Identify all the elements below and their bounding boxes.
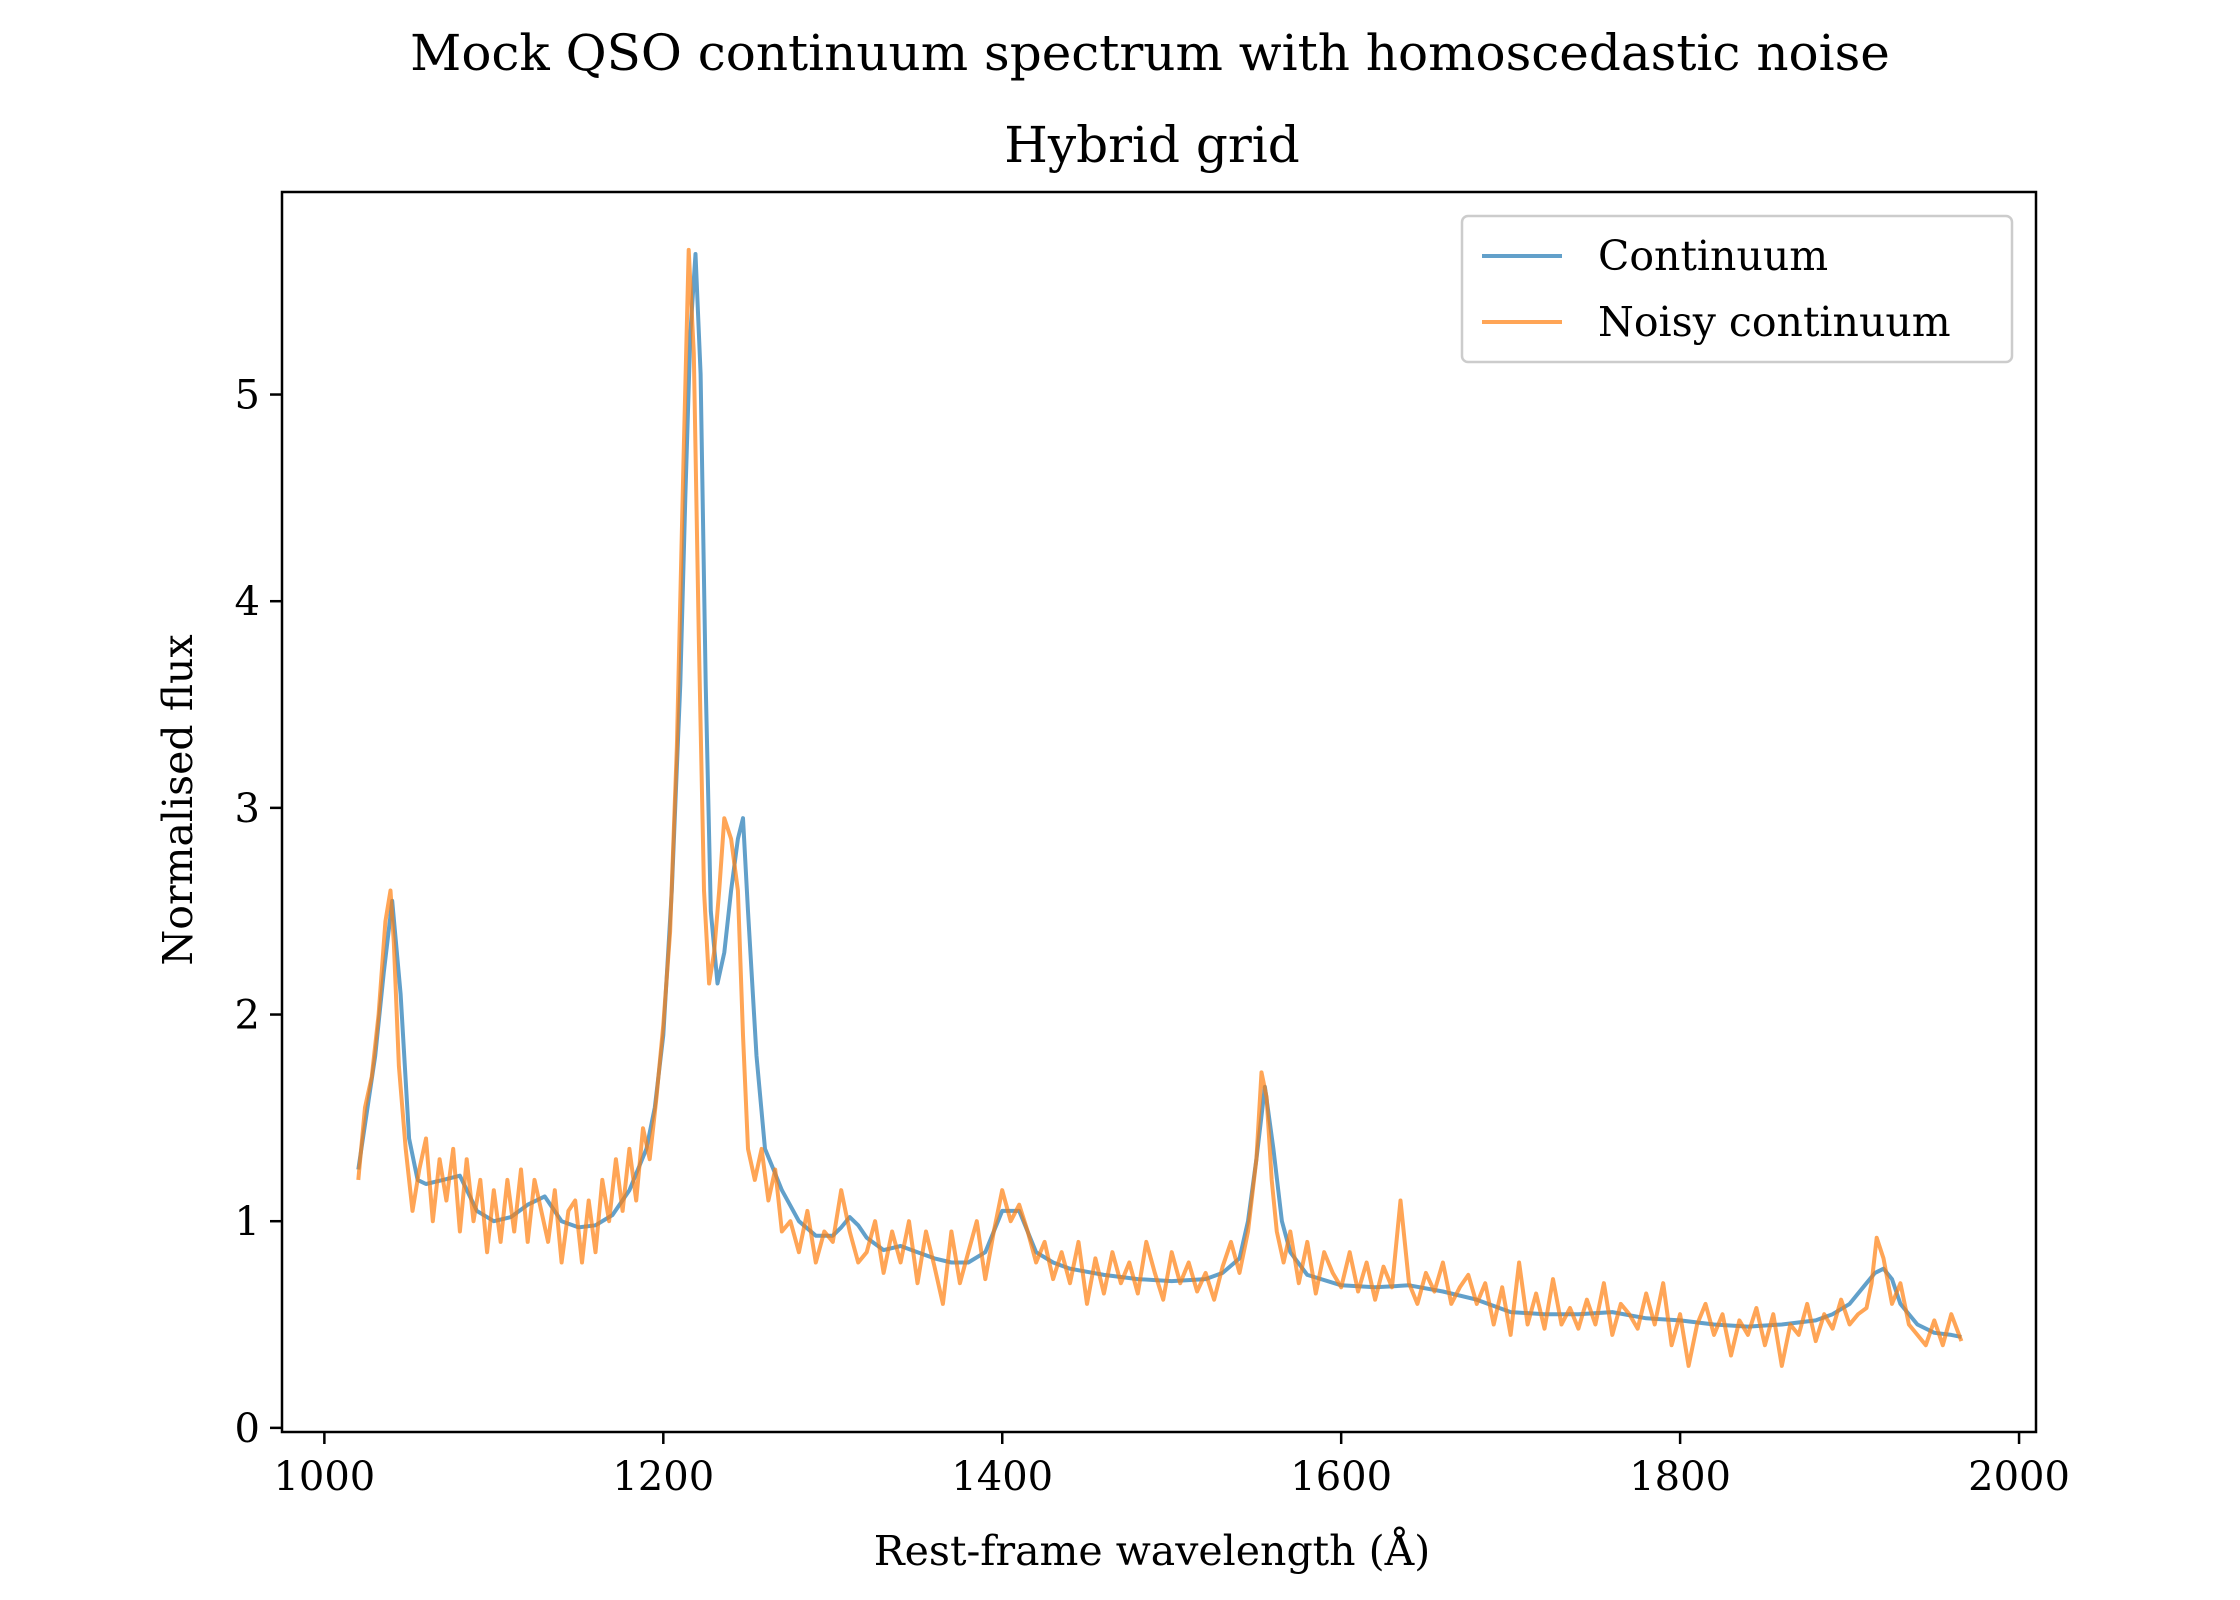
y-tick-label: 5 <box>235 373 260 419</box>
x-tick-label: 1600 <box>1290 1454 1392 1500</box>
series-line-2 <box>356 247 1964 1368</box>
x-axis-label: Rest-frame wavelength (Å) <box>874 1526 1430 1575</box>
y-axis-label: Normalised flux <box>154 634 202 965</box>
x-tick-label: 1400 <box>951 1454 1053 1500</box>
y-tick-label: 0 <box>235 1406 260 1452</box>
y-tick-label: 2 <box>235 993 260 1039</box>
chart-title: Mock QSO continuum spectrum with homosce… <box>410 24 1890 82</box>
chart-subtitle: Hybrid grid <box>1004 116 1300 174</box>
y-tick-label: 4 <box>235 579 260 625</box>
series-layer <box>356 247 1964 1368</box>
y-tick-label: 3 <box>235 786 260 832</box>
legend-label-1: Continuum <box>1598 232 1828 280</box>
x-tick-label: 1000 <box>273 1454 375 1500</box>
y-tick-label: 1 <box>235 1199 260 1245</box>
plot-frame <box>280 190 2038 1434</box>
legend-label-2: Noisy continuum <box>1598 298 1951 346</box>
x-tick-label: 1200 <box>612 1454 714 1500</box>
x-tick-label: 1800 <box>1629 1454 1731 1500</box>
legend: Continuum Noisy continuum <box>1460 214 2014 364</box>
legend-box <box>1460 214 2014 364</box>
x-tick-label: 2000 <box>1968 1454 2070 1500</box>
axes-layer: 1000 1200 1400 1600 1800 2000 0 1 2 3 4 5 <box>235 190 2070 1500</box>
